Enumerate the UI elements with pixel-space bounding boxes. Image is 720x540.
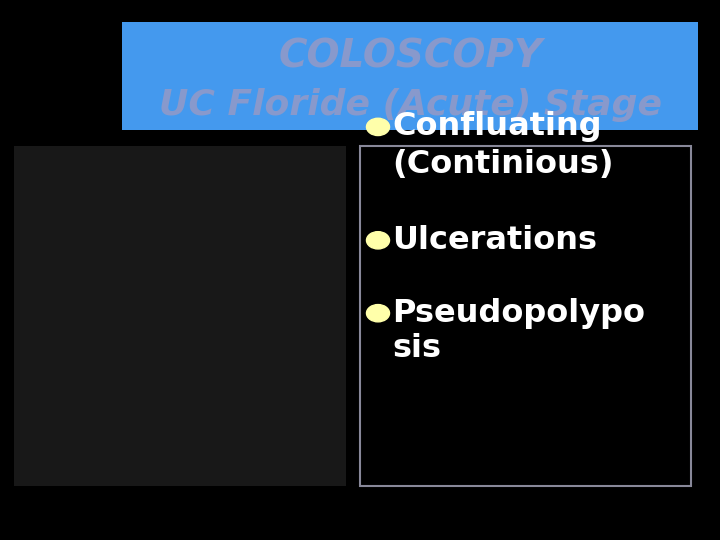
Text: (Continious): (Continious) — [392, 149, 614, 180]
Text: Pseudopolypo: Pseudopolypo — [392, 298, 645, 329]
Circle shape — [366, 305, 390, 322]
Circle shape — [366, 118, 390, 136]
FancyBboxPatch shape — [360, 146, 691, 486]
Text: sis: sis — [392, 333, 441, 364]
Text: Ulcerations: Ulcerations — [392, 225, 598, 256]
Text: COLOSCOPY: COLOSCOPY — [279, 38, 542, 76]
Text: Confluating: Confluating — [392, 111, 602, 143]
FancyBboxPatch shape — [14, 146, 346, 486]
Text: UC Floride (Acute) Stage: UC Floride (Acute) Stage — [159, 89, 662, 122]
Circle shape — [366, 232, 390, 249]
FancyBboxPatch shape — [122, 22, 698, 130]
